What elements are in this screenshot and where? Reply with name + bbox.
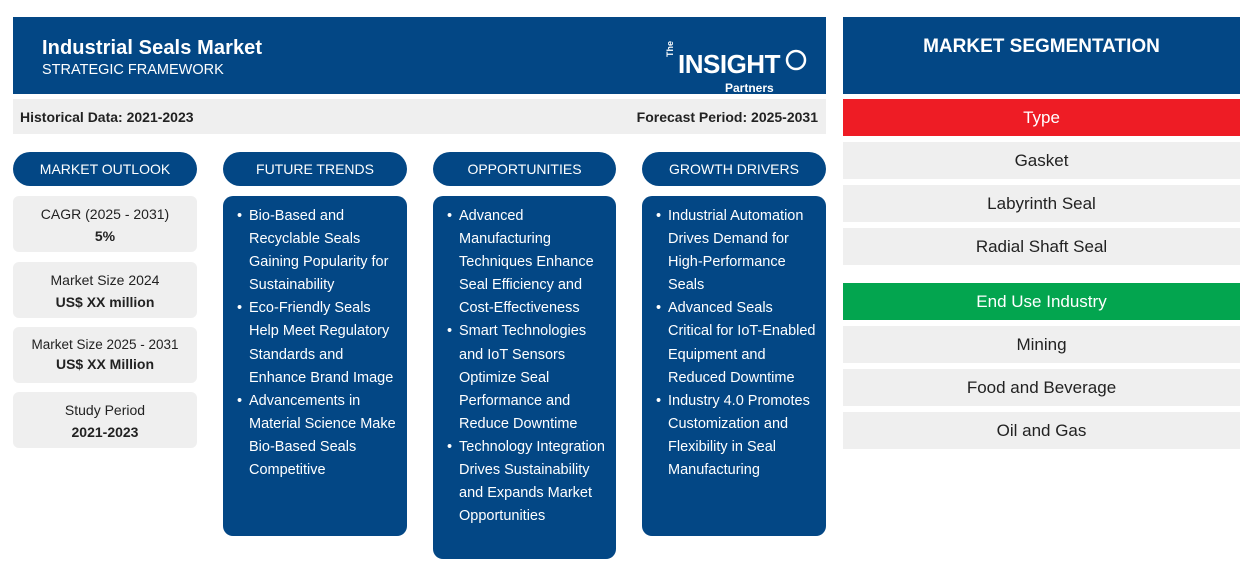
segment-industry-item: Oil and Gas — [843, 412, 1240, 449]
outlook-market-size-forecast-box: Market Size 2025 - 2031 US$ XX Million — [13, 327, 197, 383]
outlook-label: Market Size 2025 - 2031 — [31, 337, 179, 352]
growth-drivers-panel: Industrial Automation Drives Demand for … — [642, 196, 826, 536]
outlook-value: US$ XX Million — [55, 356, 154, 372]
growth-drivers-header: GROWTH DRIVERS — [642, 152, 826, 186]
forecast-period: Forecast Period: 2025-2031 — [636, 109, 818, 125]
opportunity-item: Smart Technologies and IoT Sensors Optim… — [445, 320, 606, 435]
outlook-market-size-2024-box: Market Size 2024 US$ XX million — [13, 262, 197, 318]
outlook-cagr-box: CAGR (2025 - 2031) 5% — [13, 196, 197, 252]
logo-the-text: The — [665, 40, 675, 57]
outlook-study-period-box: Study Period 2021-2023 — [13, 392, 197, 448]
logo-brand-text: INSIGHT — [678, 49, 780, 79]
logo-tagline-text: Partners — [725, 81, 774, 95]
opportunities-panel: Advanced Manufacturing Techniques Enhanc… — [433, 196, 616, 559]
outlook-value: 2021-2023 — [71, 424, 139, 440]
segment-industry-item: Food and Beverage — [843, 369, 1240, 406]
segment-type-item: Gasket — [843, 142, 1240, 179]
market-outlook-header: MARKET OUTLOOK — [13, 152, 197, 186]
segment-type-item: Labyrinth Seal — [843, 185, 1240, 222]
outlook-label: CAGR (2025 - 2031) — [40, 206, 170, 222]
opportunity-item: Advanced Manufacturing Techniques Enhanc… — [445, 205, 606, 320]
period-bar: Historical Data: 2021-2023 Forecast Peri… — [13, 99, 826, 134]
logo-bulb-icon — [785, 49, 807, 71]
opportunities-header: OPPORTUNITIES — [433, 152, 616, 186]
driver-item: Industry 4.0 Promotes Customization and … — [654, 390, 816, 482]
report-header: Industrial Seals Market STRATEGIC FRAMEW… — [13, 17, 826, 95]
driver-item: Industrial Automation Drives Demand for … — [654, 205, 816, 297]
report-title: Industrial Seals Market — [42, 37, 263, 59]
future-trends-panel: Bio-Based and Recyclable Seals Gaining P… — [223, 196, 407, 536]
historical-period: Historical Data: 2021-2023 — [20, 109, 194, 125]
future-trends-header: FUTURE TRENDS — [223, 152, 407, 186]
trend-item: Advancements in Material Science Make Bi… — [235, 390, 397, 482]
trend-item: Bio-Based and Recyclable Seals Gaining P… — [235, 205, 397, 297]
segment-industry-header: End Use Industry — [843, 283, 1240, 320]
trend-item: Eco-Friendly Seals Help Meet Regulatory … — [235, 297, 397, 389]
segment-type-item: Radial Shaft Seal — [843, 228, 1240, 265]
outlook-label: Study Period — [64, 402, 146, 418]
driver-item: Advanced Seals Critical for IoT-Enabled … — [654, 297, 816, 389]
segment-type-header: Type — [843, 99, 1240, 136]
segment-industry-item: Mining — [843, 326, 1240, 363]
outlook-label: Market Size 2024 — [50, 272, 160, 288]
insight-partners-logo: The INSIGHT Partners — [665, 35, 815, 95]
outlook-value: US$ XX million — [55, 294, 155, 310]
opportunity-item: Technology Integration Drives Sustainabi… — [445, 436, 606, 528]
outlook-value: 5% — [94, 228, 116, 244]
segmentation-title: MARKET SEGMENTATION — [843, 17, 1240, 94]
report-subtitle: STRATEGIC FRAMEWORK — [42, 62, 224, 78]
